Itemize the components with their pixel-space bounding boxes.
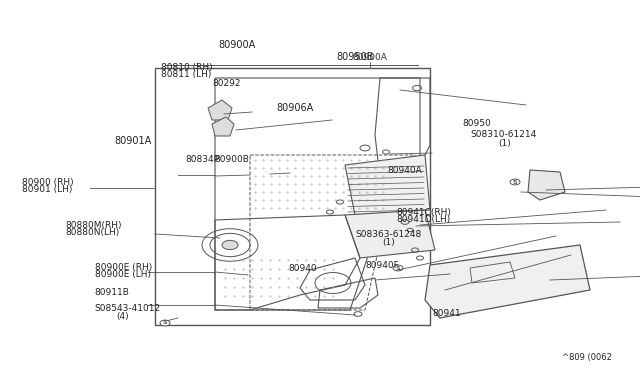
Text: 80810 (RH): 80810 (RH) (161, 63, 213, 72)
Text: 80941C(RH): 80941C(RH) (397, 208, 452, 217)
Polygon shape (345, 210, 435, 258)
Text: 80940: 80940 (288, 264, 317, 273)
Polygon shape (425, 245, 590, 318)
Text: 80900E (RH): 80900E (RH) (95, 263, 152, 272)
Text: 80900 (RH): 80900 (RH) (22, 178, 74, 187)
Circle shape (510, 179, 520, 185)
Polygon shape (528, 170, 565, 200)
Text: (1): (1) (382, 238, 395, 247)
Text: 80941: 80941 (433, 309, 461, 318)
Text: 80906A: 80906A (276, 103, 314, 113)
Polygon shape (212, 117, 234, 136)
Circle shape (222, 240, 238, 250)
Text: (4): (4) (116, 312, 129, 321)
Text: 80940F: 80940F (365, 262, 399, 270)
Text: S: S (396, 266, 400, 270)
Text: S: S (163, 321, 167, 326)
Text: 80880N(LH): 80880N(LH) (65, 228, 120, 237)
Polygon shape (345, 155, 430, 215)
Text: 80880M(RH): 80880M(RH) (65, 221, 122, 230)
Text: 80901 (LH): 80901 (LH) (22, 185, 73, 194)
Text: 80811 (LH): 80811 (LH) (161, 70, 212, 79)
Text: 80900B: 80900B (214, 155, 249, 164)
Text: 80901A: 80901A (114, 137, 151, 146)
Text: 80941D(LH): 80941D(LH) (397, 215, 451, 224)
Text: S08310-61214: S08310-61214 (470, 130, 537, 139)
Text: 80950: 80950 (462, 119, 491, 128)
Circle shape (393, 265, 403, 271)
Text: 80940A: 80940A (388, 166, 422, 174)
Text: 80900A: 80900A (353, 53, 387, 62)
Text: S08363-61248: S08363-61248 (356, 230, 422, 239)
Text: S: S (513, 180, 517, 185)
Circle shape (160, 320, 170, 326)
Text: 80834P: 80834P (186, 155, 220, 164)
Text: 80911B: 80911B (95, 288, 129, 297)
Text: 80950B: 80950B (337, 52, 374, 61)
Text: 80900A: 80900A (218, 41, 255, 50)
Text: S08543-41012: S08543-41012 (95, 304, 161, 313)
Text: 80900E (LH): 80900E (LH) (95, 270, 151, 279)
Text: 80292: 80292 (212, 79, 241, 88)
Text: (1): (1) (498, 139, 511, 148)
Polygon shape (208, 100, 232, 120)
Text: ^809 (0062: ^809 (0062 (562, 353, 612, 362)
